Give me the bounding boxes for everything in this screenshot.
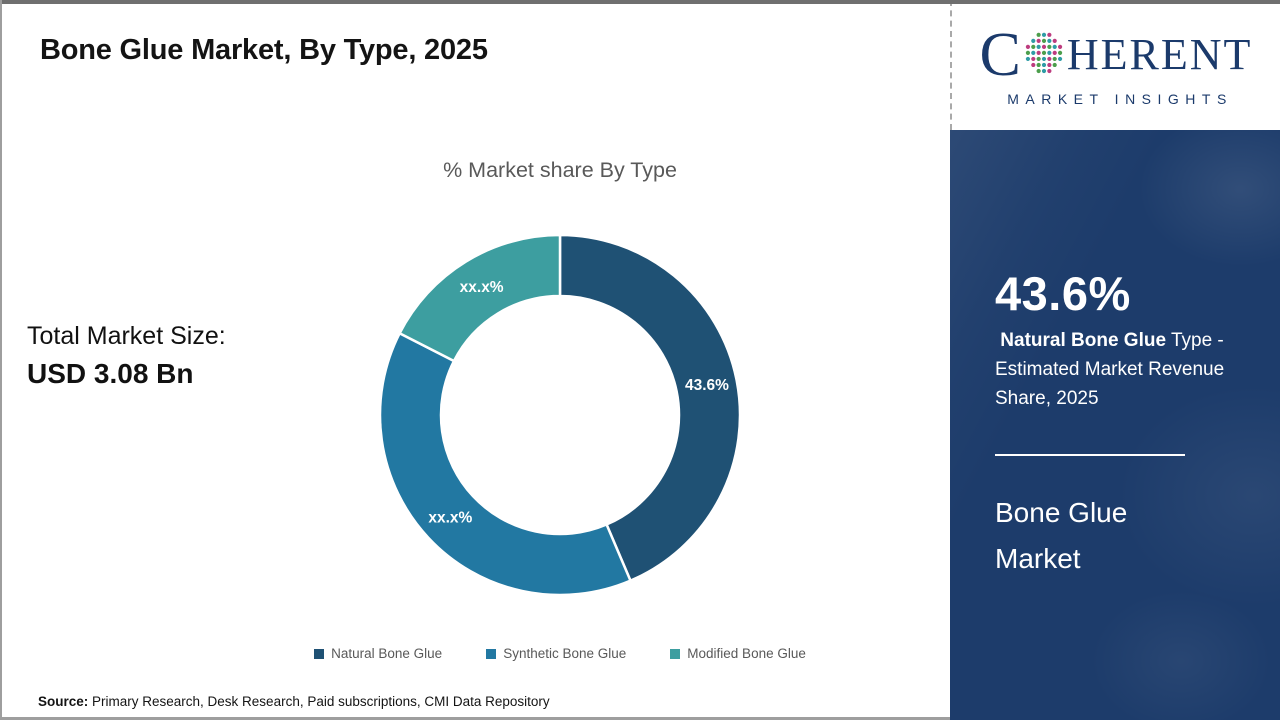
source-note: Source: Primary Research, Desk Research,… — [38, 694, 550, 709]
chart-legend: Natural Bone Glue Synthetic Bone Glue Modi… — [145, 646, 975, 661]
frame-border-bottom — [0, 717, 950, 720]
frame-border-left — [0, 0, 2, 720]
highlight-stat-rest: Type - Estimated Market Revenue Share, 2… — [995, 330, 1225, 409]
legend-swatch — [486, 648, 497, 659]
highlight-stat-value: 43.6% — [995, 267, 1131, 320]
logo-letter-c: C — [979, 20, 1021, 89]
logo-tagline: MARKET INSIGHTS — [1007, 90, 1233, 107]
legend-item-synthetic-bone-glue: Synthetic Bone Glue — [486, 646, 626, 661]
donut-segment-natural-bone-glue — [558, 233, 742, 582]
panel-market-title: Bone Glue Market — [995, 497, 1128, 574]
legend-swatch — [670, 648, 681, 659]
donut-segment-label: 43.6% — [685, 377, 729, 394]
highlight-stat-segment: Natural Bone Glue — [995, 330, 1167, 351]
donut-segment-synthetic-bone-glue — [378, 332, 632, 597]
source-label: Source: — [38, 694, 89, 709]
legend-label: Modified Bone Glue — [687, 646, 806, 661]
logo-word-rest: HERENT — [1066, 29, 1253, 79]
donut-segment-label: xx.x% — [428, 509, 472, 526]
source-text: Primary Research, Desk Research, Paid su… — [88, 694, 550, 709]
total-market-label: Total Market Size: — [27, 322, 226, 350]
sidebar-panel: 43.6% Natural Bone Glue Type - Estimated… — [950, 130, 1280, 720]
chart-title: % Market share By Type — [443, 158, 677, 182]
legend-label: Synthetic Bone Glue — [503, 646, 627, 661]
panel-divider — [995, 454, 1185, 456]
legend-label: Natural Bone Glue — [331, 646, 443, 661]
total-market-block: Total Market Size: USD 3.08 Bn — [27, 322, 226, 390]
brand-logo: C HERENT — [980, 24, 1253, 86]
donut-segment-modified-bone-glue — [398, 233, 562, 363]
donut-chart: 43.6% xx.x% xx.x% — [378, 233, 742, 597]
dotted-globe-icon — [1025, 32, 1063, 73]
donut-segment-label: xx.x% — [460, 279, 504, 296]
legend-swatch — [314, 648, 325, 659]
frame-border-top — [0, 0, 1280, 4]
legend-item-modified-bone-glue: Modified Bone Glue — [670, 646, 806, 661]
logo-box: C HERENT MARKET INSIGHTS — [950, 0, 1280, 130]
legend-item-natural-bone-glue: Natural Bone Glue — [314, 646, 442, 661]
highlight-stat-description: Natural Bone Glue Type - Estimated Marke… — [995, 326, 1233, 413]
page-title: Bone Glue Market, By Type, 2025 — [40, 34, 488, 66]
total-market-value: USD 3.08 Bn — [27, 358, 194, 389]
